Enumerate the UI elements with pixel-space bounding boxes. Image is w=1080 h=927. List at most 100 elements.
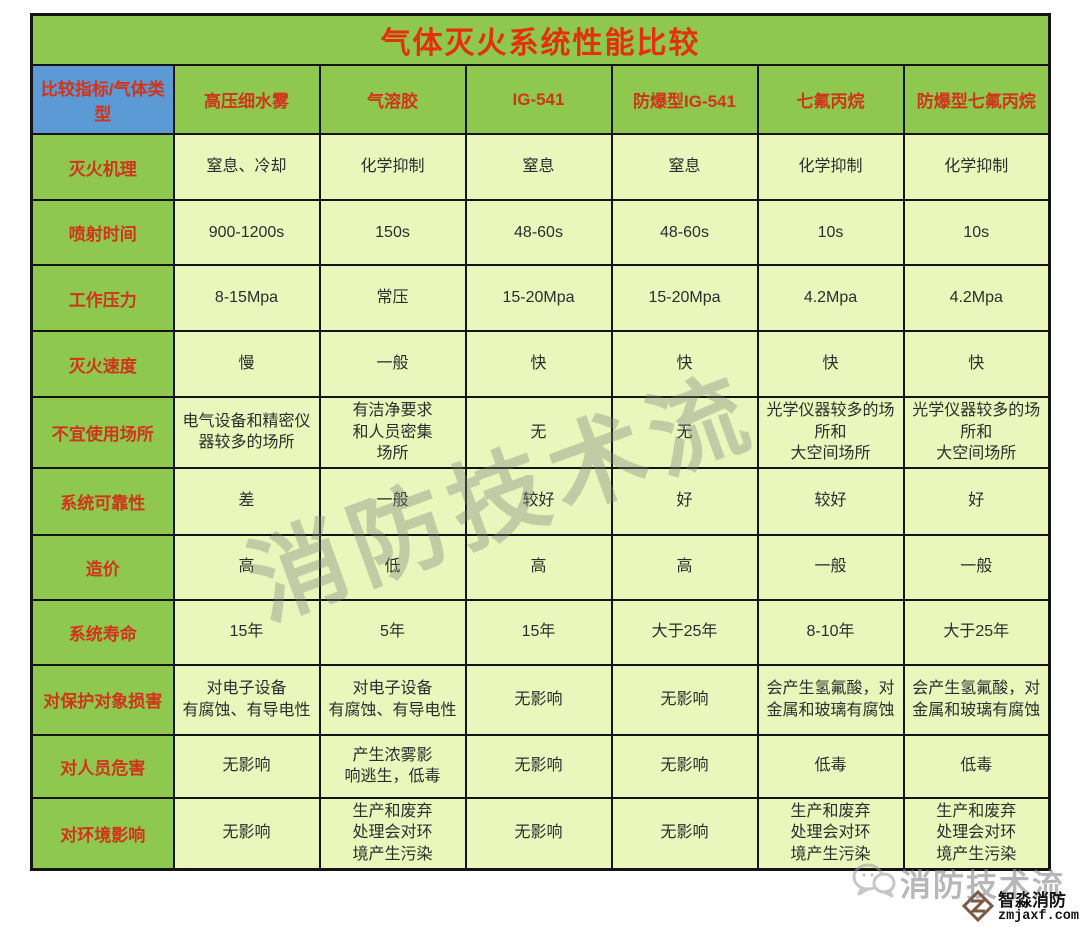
table-cell: 低毒 [756, 733, 905, 799]
table-row: 对保护对象损害 对电子设备 有腐蚀、有导电性 对电子设备 有腐蚀、有导电性 无影… [30, 663, 1051, 736]
corner-header: 比较指标/气体类型 [30, 64, 175, 135]
table-cell: 化学抑制 [756, 133, 905, 201]
column-header: 七氟丙烷 [756, 64, 905, 135]
table-cell: 快 [464, 330, 613, 398]
table-cell: 窒息 [464, 133, 613, 201]
table-cell: 快 [756, 330, 905, 398]
row-label: 灭火速度 [30, 330, 175, 398]
table-cell: 无影响 [610, 733, 759, 799]
table-row: 造价 高 低 高 高 一般 一般 [30, 533, 1051, 601]
table-cell: 高 [610, 533, 759, 601]
row-label: 工作压力 [30, 264, 175, 332]
table-cell: 光学仪器较多的场 所和 大空间场所 [902, 396, 1051, 469]
page-title: 气体灭火系统性能比较 [30, 13, 1051, 66]
zhimiao-diamond-icon [961, 889, 995, 927]
row-label: 对人员危害 [30, 733, 175, 799]
table-cell: 化学抑制 [902, 133, 1051, 201]
table-cell: 4.2Mpa [902, 264, 1051, 332]
table-cell: 无影响 [172, 796, 321, 871]
table-cell: 8-15Mpa [172, 264, 321, 332]
table-cell: 无影响 [172, 733, 321, 799]
table-cell: 15-20Mpa [610, 264, 759, 332]
table-cell: 高 [464, 533, 613, 601]
row-label: 系统寿命 [30, 598, 175, 666]
table-cell: 48-60s [464, 199, 613, 266]
table-cell: 无影响 [464, 796, 613, 871]
table-cell: 15年 [464, 598, 613, 666]
table-cell: 低 [318, 533, 467, 601]
table-cell: 8-10年 [756, 598, 905, 666]
column-header: 高压细水雾 [172, 64, 321, 135]
table-cell: 一般 [318, 466, 467, 536]
wechat-bubbles-icon [852, 862, 896, 903]
zhimiao-logo: 智淼消防 zmjaxf.com [961, 889, 1080, 927]
table-cell: 一般 [756, 533, 905, 601]
table-row: 工作压力 8-15Mpa 常压 15-20Mpa 15-20Mpa 4.2Mpa… [30, 264, 1051, 332]
table-cell: 一般 [318, 330, 467, 398]
gas-systems-table: 气体灭火系统性能比较 比较指标/气体类型 高压细水雾 气溶胶 IG-541 防爆… [30, 13, 1051, 871]
table-cell: 差 [172, 466, 321, 536]
table-row: 喷射时间 900-1200s 150s 48-60s 48-60s 10s 10… [30, 199, 1051, 266]
table-row: 灭火机理 窒息、冷却 化学抑制 窒息 窒息 化学抑制 化学抑制 [30, 133, 1051, 201]
table-cell: 无影响 [464, 663, 613, 736]
table-cell: 生产和废弃 处理会对环 境产生污染 [756, 796, 905, 871]
table-row: 对人员危害 无影响 产生浓雾影 响逃生，低毒 无影响 无影响 低毒 低毒 [30, 733, 1051, 799]
table-cell: 15-20Mpa [464, 264, 613, 332]
table-row: 灭火速度 慢 一般 快 快 快 快 [30, 330, 1051, 398]
table-cell: 4.2Mpa [756, 264, 905, 332]
table-cell: 大于25年 [610, 598, 759, 666]
title-row: 气体灭火系统性能比较 [30, 13, 1051, 66]
column-header: 气溶胶 [318, 64, 467, 135]
table-row: 对环境影响 无影响 生产和废弃 处理会对环 境产生污染 无影响 无影响 生产和废… [30, 796, 1051, 871]
row-label: 造价 [30, 533, 175, 601]
table-cell: 窒息 [610, 133, 759, 201]
table-cell: 150s [318, 199, 467, 266]
row-label: 灭火机理 [30, 133, 175, 201]
table-cell: 快 [610, 330, 759, 398]
table-cell: 10s [756, 199, 905, 266]
row-label: 不宜使用场所 [30, 396, 175, 469]
table-cell: 无影响 [610, 663, 759, 736]
comparison-table: 气体灭火系统性能比较 比较指标/气体类型 高压细水雾 气溶胶 IG-541 防爆… [30, 13, 1051, 871]
table-cell: 好 [902, 466, 1051, 536]
table-row: 系统可靠性 差 一般 较好 好 较好 好 [30, 466, 1051, 536]
table-cell: 化学抑制 [318, 133, 467, 201]
table-row: 不宜使用场所 电气设备和精密仪 器较多的场所 有洁净要求 和人员密集 场所 无 … [30, 396, 1051, 469]
table-cell: 生产和废弃 处理会对环 境产生污染 [318, 796, 467, 871]
table-cell: 对电子设备 有腐蚀、有导电性 [172, 663, 321, 736]
column-header: 防爆型七氟丙烷 [902, 64, 1051, 135]
table-cell: 慢 [172, 330, 321, 398]
table-cell: 窒息、冷却 [172, 133, 321, 201]
table-cell: 较好 [464, 466, 613, 536]
table-cell: 一般 [902, 533, 1051, 601]
table-cell: 无 [464, 396, 613, 469]
table-cell: 无影响 [464, 733, 613, 799]
table-cell: 低毒 [902, 733, 1051, 799]
table-cell: 产生浓雾影 响逃生，低毒 [318, 733, 467, 799]
table-cell: 高 [172, 533, 321, 601]
column-header: 防爆型IG-541 [610, 64, 759, 135]
column-header: IG-541 [464, 64, 613, 135]
table-cell: 生产和废弃 处理会对环 境产生污染 [902, 796, 1051, 871]
table-cell: 常压 [318, 264, 467, 332]
table-cell: 会产生氢氟酸，对 金属和玻璃有腐蚀 [902, 663, 1051, 736]
table-cell: 无 [610, 396, 759, 469]
table-cell: 大于25年 [902, 598, 1051, 666]
table-cell: 会产生氢氟酸，对 金属和玻璃有腐蚀 [756, 663, 905, 736]
table-cell: 15年 [172, 598, 321, 666]
table-cell: 有洁净要求 和人员密集 场所 [318, 396, 467, 469]
table-cell: 电气设备和精密仪 器较多的场所 [172, 396, 321, 469]
header-row: 比较指标/气体类型 高压细水雾 气溶胶 IG-541 防爆型IG-541 七氟丙… [30, 64, 1051, 135]
table-cell: 5年 [318, 598, 467, 666]
table-cell: 快 [902, 330, 1051, 398]
table-cell: 对电子设备 有腐蚀、有导电性 [318, 663, 467, 736]
logo-site-text: zmjaxf.com [998, 909, 1080, 925]
table-cell: 较好 [756, 466, 905, 536]
table-cell: 10s [902, 199, 1051, 266]
row-label: 对保护对象损害 [30, 663, 175, 736]
table-cell: 无影响 [610, 796, 759, 871]
row-label: 对环境影响 [30, 796, 175, 871]
table-cell: 48-60s [610, 199, 759, 266]
row-label: 系统可靠性 [30, 466, 175, 536]
logo-name-text: 智淼消防 [998, 890, 1066, 910]
